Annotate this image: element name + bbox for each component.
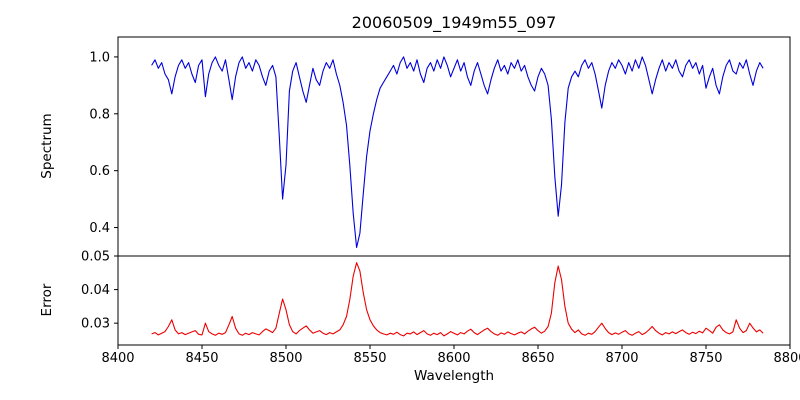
chart-title: 20060509_1949m55_097 bbox=[351, 13, 557, 32]
x-tick-label: 8450 bbox=[185, 351, 218, 366]
y-tick-label: 0.4 bbox=[89, 221, 110, 236]
error-axes-border bbox=[117, 255, 791, 346]
y-tick-label: 0.8 bbox=[89, 107, 110, 122]
error-line bbox=[151, 262, 764, 337]
x-tick-label: 8550 bbox=[353, 351, 386, 366]
x-tick-label: 8700 bbox=[605, 351, 638, 366]
y-tick-label: 0.03 bbox=[81, 317, 110, 332]
x-tick-label: 8800 bbox=[773, 351, 800, 366]
y-tick-label: 0.05 bbox=[81, 250, 110, 265]
spectrum-axes-border bbox=[117, 36, 791, 257]
x-tick-label: 8500 bbox=[269, 351, 302, 366]
x-tick-label: 8600 bbox=[437, 351, 470, 366]
x-tick-label: 8400 bbox=[101, 351, 134, 366]
x-axis-label: Wavelength bbox=[413, 368, 495, 384]
y-tick-label: 0.04 bbox=[81, 283, 110, 298]
spectrum-line bbox=[151, 56, 764, 249]
y-tick-label: 1.0 bbox=[89, 50, 110, 65]
x-tick-label: 8650 bbox=[521, 351, 554, 366]
y-tick-label: 0.6 bbox=[89, 164, 110, 179]
x-tick-label: 8750 bbox=[689, 351, 722, 366]
